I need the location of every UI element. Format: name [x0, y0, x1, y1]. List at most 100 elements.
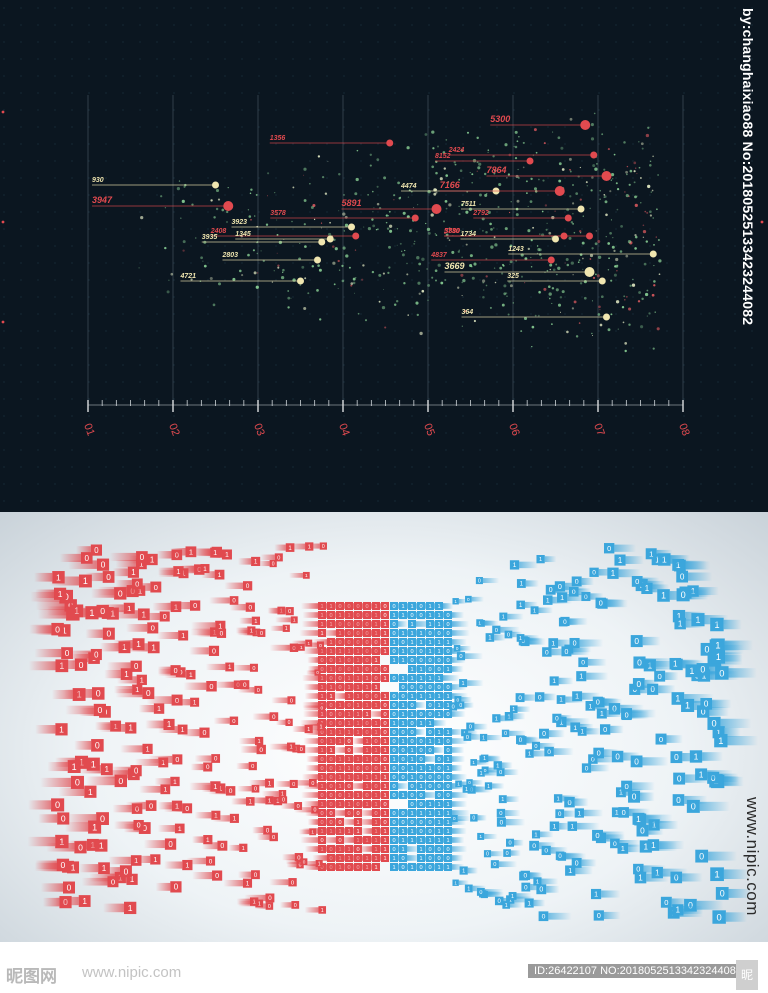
svg-text:1: 1 — [437, 811, 440, 817]
svg-text:0: 0 — [140, 553, 145, 562]
svg-text:1: 1 — [568, 866, 572, 875]
svg-text:1: 1 — [329, 748, 332, 754]
svg-text:0: 0 — [94, 650, 99, 659]
svg-text:0: 0 — [597, 749, 601, 758]
svg-text:1: 1 — [383, 676, 386, 682]
svg-text:1: 1 — [619, 790, 623, 797]
svg-text:1: 1 — [374, 658, 377, 664]
svg-text:1: 1 — [512, 707, 515, 713]
svg-text:0: 0 — [506, 851, 509, 857]
svg-text:1: 1 — [254, 559, 258, 566]
data-point — [649, 250, 657, 258]
svg-text:0: 0 — [97, 705, 102, 715]
svg-text:0: 0 — [622, 808, 626, 817]
svg-text:0: 0 — [677, 774, 682, 784]
svg-text:1: 1 — [290, 745, 293, 751]
svg-text:1: 1 — [699, 769, 704, 779]
svg-text:0: 0 — [142, 823, 147, 833]
svg-text:0: 0 — [174, 667, 178, 675]
svg-text:0: 0 — [428, 748, 431, 754]
svg-text:1: 1 — [419, 631, 422, 637]
svg-text:0: 0 — [419, 604, 422, 610]
svg-text:1: 1 — [419, 784, 422, 790]
svg-text:1: 1 — [446, 703, 449, 709]
svg-text:0: 0 — [246, 583, 250, 590]
svg-text:1: 1 — [383, 694, 386, 700]
svg-text:0: 0 — [507, 632, 510, 638]
data-label: 3947 — [92, 195, 113, 205]
svg-text:1: 1 — [181, 633, 185, 640]
svg-text:1: 1 — [127, 604, 131, 613]
svg-text:1: 1 — [410, 604, 413, 610]
svg-text:0: 0 — [268, 904, 271, 910]
svg-text:0: 0 — [392, 766, 395, 772]
svg-text:1: 1 — [446, 694, 449, 700]
svg-text:1: 1 — [519, 603, 523, 609]
data-label: 7166 — [440, 180, 461, 190]
svg-text:1: 1 — [661, 591, 666, 601]
bottom-watermark: www.nipic.com — [743, 797, 762, 916]
svg-text:1: 1 — [580, 729, 584, 736]
svg-text:0: 0 — [266, 827, 270, 834]
svg-text:0: 0 — [401, 856, 404, 862]
svg-text:1: 1 — [410, 622, 413, 628]
svg-text:0: 0 — [106, 629, 111, 639]
svg-text:1: 1 — [575, 694, 579, 701]
x-tick-label: 01 — [81, 422, 96, 438]
data-point — [326, 235, 334, 243]
svg-text:0: 0 — [401, 694, 404, 700]
data-point — [547, 256, 555, 264]
svg-text:1: 1 — [83, 576, 88, 586]
svg-text:1: 1 — [437, 613, 440, 619]
footer-site-link[interactable]: www.nipic.com — [82, 964, 182, 981]
svg-text:1: 1 — [536, 879, 539, 885]
svg-text:0: 0 — [428, 685, 431, 691]
svg-text:0: 0 — [163, 613, 167, 621]
data-label: 7511 — [461, 201, 476, 208]
svg-text:0: 0 — [446, 784, 449, 790]
data-point — [601, 171, 612, 181]
svg-text:0: 0 — [401, 811, 404, 817]
svg-text:1: 1 — [225, 552, 229, 559]
svg-text:1: 1 — [233, 816, 237, 823]
svg-text:1: 1 — [714, 619, 719, 630]
svg-text:1: 1 — [193, 699, 197, 706]
svg-text:0: 0 — [311, 781, 314, 787]
x-tick-label: 06 — [506, 422, 521, 438]
svg-text:1: 1 — [321, 908, 324, 914]
svg-text:1: 1 — [401, 649, 404, 655]
svg-text:1: 1 — [253, 900, 256, 906]
svg-text:1: 1 — [528, 752, 531, 758]
svg-text:0: 0 — [632, 792, 637, 802]
svg-text:1: 1 — [437, 739, 440, 745]
svg-text:0: 0 — [79, 660, 84, 670]
svg-text:1: 1 — [246, 880, 250, 887]
svg-text:1: 1 — [308, 545, 311, 551]
svg-text:0: 0 — [101, 560, 106, 570]
svg-text:0: 0 — [428, 703, 431, 709]
svg-text:0: 0 — [457, 697, 460, 703]
svg-text:0: 0 — [118, 776, 123, 786]
data-label: 3935 — [202, 234, 218, 241]
svg-text:0: 0 — [214, 756, 218, 763]
svg-text:0: 0 — [466, 735, 469, 741]
svg-text:0: 0 — [446, 739, 449, 745]
svg-text:1: 1 — [250, 629, 253, 635]
data-point — [212, 181, 219, 189]
svg-text:1: 1 — [139, 559, 143, 568]
svg-text:0: 0 — [319, 643, 322, 649]
svg-text:0: 0 — [701, 707, 706, 717]
data-label: 1356 — [270, 135, 286, 142]
svg-text:0: 0 — [272, 714, 276, 721]
svg-text:1: 1 — [428, 694, 431, 700]
svg-text:0: 0 — [209, 858, 213, 865]
svg-text:1: 1 — [92, 822, 97, 832]
svg-text:0: 0 — [637, 680, 642, 689]
svg-text:1: 1 — [520, 581, 524, 588]
svg-text:0: 0 — [383, 802, 386, 808]
svg-text:0: 0 — [316, 670, 319, 675]
data-label: 2792 — [472, 210, 489, 217]
svg-text:1: 1 — [410, 766, 413, 772]
svg-text:1: 1 — [410, 640, 413, 646]
svg-text:1: 1 — [99, 841, 104, 851]
